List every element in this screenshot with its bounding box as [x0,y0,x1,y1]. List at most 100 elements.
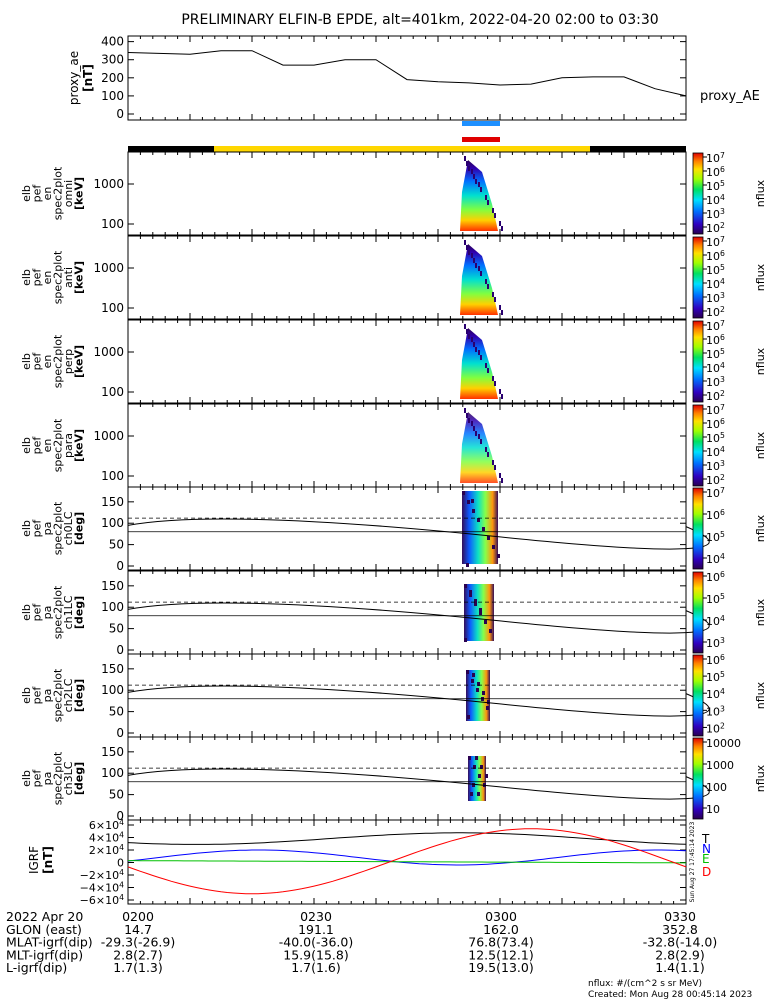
spec-cb-label: nflux [754,347,767,375]
pa-cb-tick-label: 10000 [706,737,741,750]
spectrogram-speckle [475,431,477,436]
pa-cb-tick-label: 105 [706,592,725,606]
spectrogram-speckle [471,253,473,258]
ae-legend-label: proxy_AE [700,89,760,104]
igrf-ytick-label: −2×104 [80,868,124,882]
pa-ylabel-line: pef [31,519,44,538]
spec-ytick-label: 1000 [93,345,124,359]
spec-ylabel-line: spec2plot [52,166,65,220]
panel-frame [127,151,687,236]
spec-ylabel-line: pef [31,436,44,455]
pa-cb-tick-label: 106 [706,508,725,522]
spectrogram-speckle [501,310,503,315]
spec-ylabel-line: en [41,355,54,369]
pa-speckle [464,638,467,642]
pa-speckle [467,715,470,719]
spectrogram-speckle [480,271,482,276]
spectrogram-speckle [487,284,489,289]
pa-ytick-label: 0 [116,559,124,573]
footer-row-value: -32.8(-14.0) [643,935,717,950]
footer-row-value: 0230 [300,909,332,924]
pa-cb-tick-label: 105 [706,530,725,544]
pa-speckle [462,491,465,495]
pa-cb-tick-label: 102 [706,721,725,735]
ae-yticks: 400 300 200 100 0 [101,35,687,121]
igrf-ytick-label: 4×104 [89,831,124,845]
pa-cb-label: nflux [754,764,767,792]
pa-ylabel-line: ch2LC [62,678,75,712]
pa-cb-tick-label: 104 [706,687,725,701]
footer-row-value: 2.8(2.7) [113,947,163,962]
pa-ylabel-line: pef [31,686,44,705]
pa-cb-tick-label: 107 [706,486,725,500]
spec-ytick-label: 1000 [93,177,124,191]
pa-ylabel-line: pa [41,522,54,536]
spectrogram-speckle [468,166,470,171]
spectrogram-speckle [473,342,475,347]
igrf-legend-N: N [702,842,711,856]
pa-speckle [478,774,481,778]
igrf-ytick-label: −4×104 [80,881,124,895]
footer-row-value: 15.9(15.8) [283,947,348,962]
panel-frame [127,319,687,404]
igrf-legend-T: T [701,832,710,846]
pa-ylabel-line: spec2plot [52,501,65,555]
pa-speckle [497,554,500,558]
pa-speckle [471,499,474,503]
energy-spectrogram-panel: 1000100elbpefenspec2plotperp[keV]1071061… [20,319,767,404]
spectrogram-speckle [485,363,487,368]
spectrogram-speckle [468,250,470,255]
spec-cb-label: nflux [754,263,767,291]
footer-ephemeris: 2022 Apr 20 0200 0230 0300 0330 GLON (east) 14… [6,909,717,975]
pa-colorbar [692,487,704,570]
igrf-ylabel-2: [nT] [41,846,55,874]
pa-ylabel-line: spec2plot [52,668,65,722]
spec-ylabel-line: [keV] [73,177,86,210]
spectrogram-speckle [487,200,489,205]
spectrogram-speckle [487,452,489,457]
sunlit-bar [214,146,590,152]
spec-ylabel-line: en [41,187,54,201]
pa-flux-block [466,670,490,721]
pa-ylabel-line: pa [41,772,54,786]
pa-ytick-label: 100 [101,766,124,780]
spec-cb-tick-label: 103 [706,459,725,473]
pa-speckle [484,620,487,624]
pa-ytick-label: 50 [109,788,124,802]
spectrogram-speckle [473,258,475,263]
pa-speckle [477,792,480,796]
footer-row-value: 14.7 [124,922,152,937]
footer-row-value: 352.8 [662,922,698,937]
footer-row-value: 1.4(1.1) [655,960,705,975]
pa-speckle [467,500,470,504]
pa-speckle [472,783,475,787]
pa-speckle [479,611,482,615]
spectrogram-speckle [466,161,468,166]
spectrogram-speckle [475,179,477,184]
spec-ylabel-line: spec2plot [52,250,65,304]
pa-ylabel-line: ch0LC [62,511,75,545]
spec-ylabel-line: perp [62,349,75,374]
pa-cb-tick-label: 104 [706,614,725,628]
footer-row-value: 2.8(2.9) [655,947,705,962]
spec-cb-tick-label: 105 [706,431,725,445]
ae-ylabel-1: proxy_ae [67,51,81,105]
spectrogram-speckle [464,324,466,329]
pa-speckle [479,608,482,612]
spectrogram-speckle [473,174,475,179]
footer-row-value: -29.3(-26.9) [101,935,175,950]
pa-speckle [473,765,476,769]
pa-speckle [464,584,467,588]
spec-ylabel-line: para [62,433,75,458]
pa-ylabel-line: pa [41,689,54,703]
spec-ylabel-line: elb [20,185,33,202]
pa-ytick-label: 150 [101,662,124,676]
pa-speckle [477,682,480,686]
spec-ytick-label: 100 [101,385,124,399]
footer-row-value: 12.5(12.1) [468,947,533,962]
footer-row-label: L-igrf(dip) [6,960,67,975]
spec-cb-tick-label: 106 [706,249,725,263]
spectrogram-speckle [471,337,473,342]
